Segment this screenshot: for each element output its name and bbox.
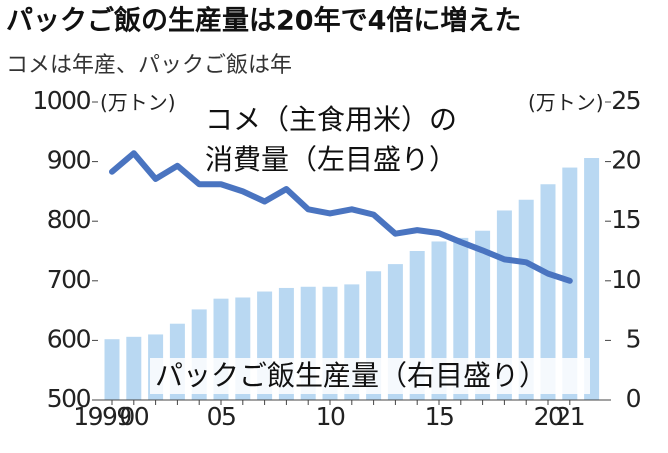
bar (104, 339, 120, 400)
y2-tick-label: 20 (611, 146, 640, 175)
y-tick-label: 600 (47, 324, 91, 353)
y2-tick-label: 5 (626, 324, 640, 353)
x-tick-label: 20 (534, 402, 563, 431)
x-tick-label: 05 (207, 402, 236, 431)
y2-tick-label: 15 (611, 205, 640, 234)
y2-tick-label: 0 (626, 384, 641, 413)
y-axis-unit: (万トン) (100, 91, 176, 115)
bar (540, 184, 556, 400)
line (109, 150, 573, 284)
bar (126, 336, 142, 400)
x-tick-label: 1999 (73, 402, 131, 431)
bar (584, 158, 600, 400)
chart-title: パックご飯の生産量は20年で4倍に増えた (6, 5, 521, 37)
x-tick-label: 00 (119, 402, 148, 431)
chart-subtitle: コメは年産、パックご飯は年 (6, 53, 292, 78)
bar (475, 230, 491, 400)
y-tick-label: 500 (47, 384, 91, 413)
y2-axis-unit: (万トン) (528, 91, 604, 115)
x-tick-label: 15 (425, 402, 454, 431)
bar-series-label: パックご飯生産量（右目盛り） (155, 359, 547, 392)
y2-tick-label: 10 (611, 265, 640, 294)
label-backing (150, 358, 590, 394)
y-tick-label: 700 (47, 265, 91, 294)
x-tick-label: 21 (555, 402, 584, 431)
y2-tick-label: 25 (611, 86, 640, 115)
y-tick-label: 900 (47, 146, 91, 175)
y-tick-label: 1000 (32, 86, 90, 115)
bar (518, 199, 534, 400)
line-series-label: コメ（主食用米）の消費量（左目盛り） (205, 103, 458, 176)
x-tick-label: 10 (316, 402, 345, 431)
y-tick-label: 800 (47, 205, 91, 234)
